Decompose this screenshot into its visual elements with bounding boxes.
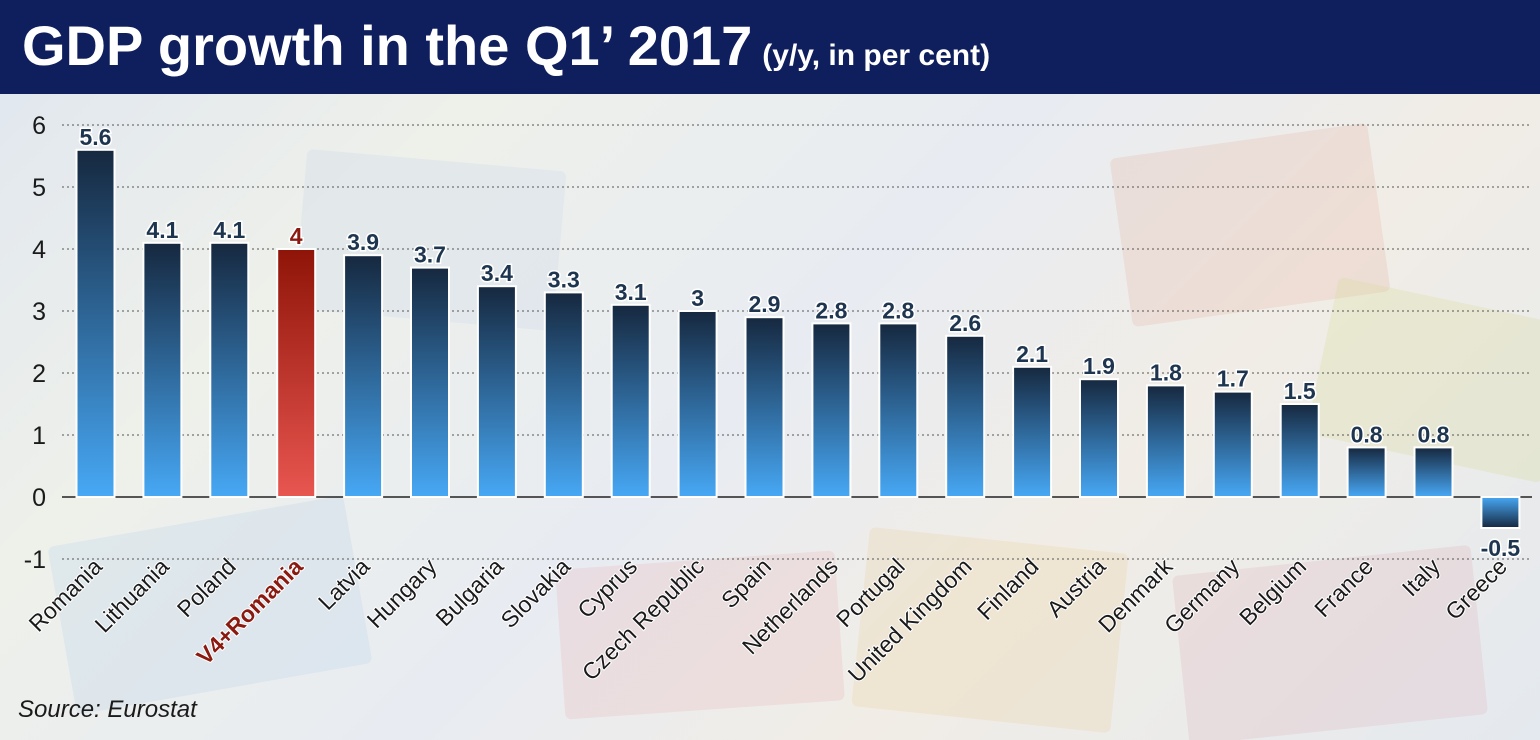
x-tick-label: Belgium	[1234, 553, 1311, 630]
y-tick-label: 4	[32, 236, 46, 264]
x-tick-label: Bulgaria	[430, 553, 508, 631]
bar-netherlands	[811, 322, 852, 498]
value-label: 2.6	[949, 310, 981, 336]
bar-greece	[1480, 496, 1521, 529]
bar-hungary	[410, 266, 450, 498]
bar-lithuania	[142, 241, 183, 498]
source-note: Source: Eurostat	[18, 696, 197, 723]
value-label: 2.8	[815, 297, 847, 323]
bar-romania	[75, 148, 116, 499]
bar-czech-republic	[677, 310, 718, 498]
y-tick-label: 0	[32, 484, 46, 512]
value-label: 1.8	[1150, 359, 1182, 385]
bar-chart: -1 0 1 2 3 4 5 6 5.6 4.1 4.1 4 3.9 3.7 3.4 3.3 3.1 3 2.9 2…	[23, 112, 1532, 688]
value-label: 0.8	[1418, 421, 1450, 447]
bar-spain	[744, 316, 785, 498]
x-tick-label: United Kingdom	[843, 553, 977, 687]
title-bar: GDP growth in the Q1’ 2017 (y/y, in per c…	[0, 0, 1540, 94]
value-label: 4	[290, 223, 303, 249]
value-label: 2.9	[749, 291, 781, 317]
bar-cyprus	[610, 303, 651, 498]
bar-v4-romania	[276, 248, 317, 498]
value-label: 3.3	[548, 266, 580, 292]
x-tick-label: Spain	[716, 553, 776, 613]
x-tick-label: Hungary	[362, 553, 442, 633]
y-tick-label: -1	[24, 546, 46, 574]
x-tick-label: Finland	[972, 553, 1044, 625]
value-label: 0.8	[1351, 421, 1383, 447]
y-tick-label: 6	[32, 112, 46, 140]
bar-austria	[1079, 378, 1119, 499]
chart-title-text: GDP growth in the Q1’ 2017	[22, 14, 753, 77]
y-tick-label: 5	[32, 174, 46, 202]
value-label: 1.9	[1083, 353, 1115, 379]
chart-subtitle: (y/y, in per cent)	[762, 39, 991, 72]
value-label: 3.9	[347, 229, 379, 255]
value-label: 2.1	[1016, 341, 1048, 367]
x-tick-label: Latvia	[313, 553, 375, 615]
bar-finland	[1012, 365, 1053, 498]
value-label: 3.1	[615, 279, 647, 305]
y-tick-label: 2	[32, 360, 46, 388]
value-label: 3	[691, 285, 704, 311]
value-label: 1.5	[1284, 378, 1316, 404]
bar-denmark	[1145, 384, 1186, 498]
value-label: 4.1	[213, 217, 245, 243]
value-label: -0.5	[1481, 535, 1521, 561]
x-tick-label: Slovakia	[495, 553, 575, 633]
bar-poland	[209, 241, 250, 498]
y-tick-label: 1	[32, 422, 46, 450]
x-tick-label: Germany	[1159, 553, 1245, 639]
value-label: 5.6	[80, 124, 112, 150]
x-tick-label: Lithuania	[90, 553, 175, 638]
bar-france	[1346, 446, 1387, 498]
bar-portugal	[878, 322, 919, 498]
value-label: 3.4	[481, 260, 513, 286]
y-tick-label: 3	[32, 298, 46, 326]
x-tick-label: Italy	[1397, 553, 1446, 602]
value-label: 3.7	[414, 242, 446, 268]
bar-italy	[1413, 446, 1454, 498]
x-tick-label: France	[1309, 553, 1378, 622]
value-label: 1.7	[1217, 366, 1249, 392]
bar-bulgaria	[476, 285, 517, 498]
bar-belgium	[1279, 403, 1320, 498]
chart-title: GDP growth in the Q1’ 2017 (y/y, in per c…	[22, 14, 990, 88]
x-tick-label: Czech Republic	[577, 553, 709, 685]
bar-germany	[1212, 390, 1253, 499]
bar-slovakia	[543, 291, 584, 498]
value-label: 2.8	[882, 297, 914, 323]
x-tick-label: Greece	[1440, 553, 1512, 625]
bar-united-kingdom	[945, 334, 986, 498]
value-label: 4.1	[146, 217, 178, 243]
bar-latvia	[343, 254, 384, 498]
